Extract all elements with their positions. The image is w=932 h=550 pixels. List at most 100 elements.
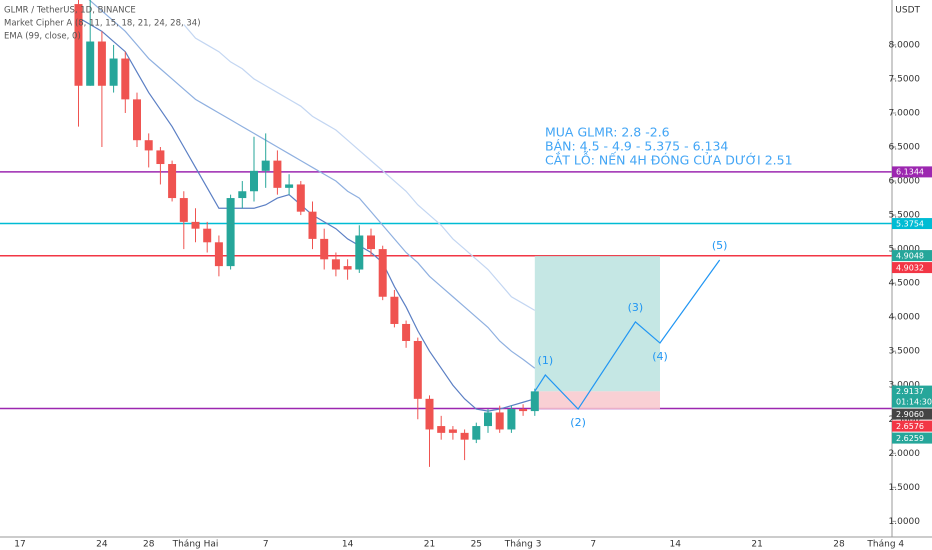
x-tick-label: Tháng 4 — [866, 540, 904, 550]
price-badge-label: 4.9048 — [896, 251, 924, 260]
y-tick-label: 4.5000 — [889, 279, 921, 289]
wave-label: (4) — [652, 350, 668, 363]
candle-body — [378, 249, 387, 297]
candle-body — [179, 198, 188, 222]
y-tick-label: 5.0000 — [889, 245, 921, 255]
candle-body — [413, 340, 422, 399]
candle-body — [86, 41, 95, 86]
candle-body — [121, 58, 130, 100]
x-tick-label: 21 — [424, 540, 435, 550]
wave-path — [534, 259, 721, 411]
price-badge — [892, 420, 932, 432]
annotation: MUA GLMR: 2.8 -2.6 — [545, 125, 670, 140]
candle-body — [74, 4, 83, 86]
candle-body — [214, 242, 223, 267]
candle-body — [367, 235, 375, 250]
candle-body — [168, 164, 177, 199]
candle-body — [402, 323, 411, 341]
price-badge — [892, 218, 932, 230]
wave-label: (2) — [570, 416, 586, 429]
ribbon-line — [78, 17, 535, 412]
y-tick-label: 2.5000 — [889, 415, 921, 425]
price-badge-label: 6.1344 — [896, 168, 924, 177]
candle-body — [296, 184, 305, 212]
candle-body — [331, 259, 340, 270]
indicator-legend: EMA (99, close, 0) — [4, 32, 81, 42]
candle-body — [484, 412, 492, 427]
candle-body — [460, 432, 469, 440]
price-badge — [892, 166, 932, 178]
axes: 1.00001.50002.00002.50003.00003.50004.00… — [14, 40, 932, 550]
x-tick-label: 25 — [471, 540, 482, 550]
y-tick-label: 6.5000 — [889, 143, 921, 153]
y-tick-label: 4.0000 — [889, 313, 921, 323]
candle-body — [343, 266, 352, 270]
candle-body — [355, 235, 364, 270]
ribbon-line — [88, 0, 536, 369]
candle-body — [320, 238, 329, 260]
y-tick-label: 7.0000 — [889, 108, 921, 118]
candle-body — [390, 296, 399, 324]
candle-body — [97, 41, 106, 86]
candle-body — [285, 184, 294, 188]
candle-body — [144, 140, 153, 151]
price-badge-label: 2.6259 — [896, 434, 924, 443]
y-tick-label: 3.5000 — [889, 347, 921, 357]
y-tick-label: 8.0000 — [889, 40, 921, 50]
indicator-legend: Market Cipher A (8, 11, 15, 18, 21, 24, … — [4, 19, 201, 29]
candle-body — [448, 429, 457, 433]
symbol-legend: GLMR / TetherUS, 1D, BINANCE — [4, 6, 136, 16]
x-tick-label: 28 — [833, 540, 845, 550]
candle-body — [133, 99, 141, 141]
wave-label: (5) — [712, 239, 728, 252]
price-badge — [892, 408, 932, 420]
countdown: 01:14:30 — [896, 398, 932, 407]
x-tick-label: 21 — [751, 540, 762, 550]
candle-body — [226, 198, 235, 267]
x-tick-label: 14 — [669, 540, 681, 550]
candle-body — [273, 160, 282, 188]
price-badge — [892, 432, 932, 444]
currency-unit: USDT — [895, 6, 920, 16]
x-tick-label: 7 — [590, 540, 596, 550]
candle-body — [203, 228, 212, 243]
price-badge — [892, 262, 932, 274]
annotation: CẮT LỖ: NẾN 4H ĐÓNG CỬA DƯỚI 2.51 — [545, 151, 793, 168]
candle-body — [507, 409, 516, 430]
wave-label: (1) — [538, 354, 554, 367]
candle-body — [109, 58, 118, 86]
price-badge-label: 4.9032 — [896, 263, 924, 272]
candle-body — [156, 150, 165, 165]
y-tick-label: 6.0000 — [889, 177, 921, 187]
price-badge — [892, 250, 932, 262]
candle-body — [308, 211, 317, 239]
x-tick-label: 28 — [143, 540, 155, 550]
y-tick-label: 7.5000 — [889, 74, 921, 84]
y-tick-label: 5.5000 — [889, 211, 921, 221]
plot-area: (1) (2) (3) (4) (5) — [0, 0, 892, 467]
candle-body — [472, 426, 481, 440]
x-tick-label: 17 — [14, 540, 25, 550]
candle-body — [261, 160, 270, 171]
x-tick-label: 24 — [96, 540, 108, 550]
x-tick-label: Tháng 3 — [504, 540, 542, 550]
candle-body — [495, 412, 504, 430]
price-badge-label: 2.6576 — [896, 422, 924, 431]
x-tick-label: 14 — [342, 540, 354, 550]
y-tick-label: 1.0000 — [889, 517, 921, 527]
price-badge — [892, 385, 932, 408]
candle-body — [519, 409, 528, 412]
candle-body — [530, 391, 539, 412]
ribbon-line — [183, 24, 536, 311]
x-tick-label: 7 — [263, 540, 269, 550]
profit-zone — [534, 255, 660, 392]
annotation: BÁN: 4.5 - 4.9 - 5.375 - 6.134 — [545, 139, 728, 154]
candle-body — [250, 170, 258, 192]
y-tick-label: 2.0000 — [889, 449, 921, 459]
candle-body — [191, 221, 200, 229]
loss-zone — [534, 391, 660, 410]
price-badge-label: 2.9060 — [896, 410, 924, 419]
candle-body — [437, 426, 446, 433]
